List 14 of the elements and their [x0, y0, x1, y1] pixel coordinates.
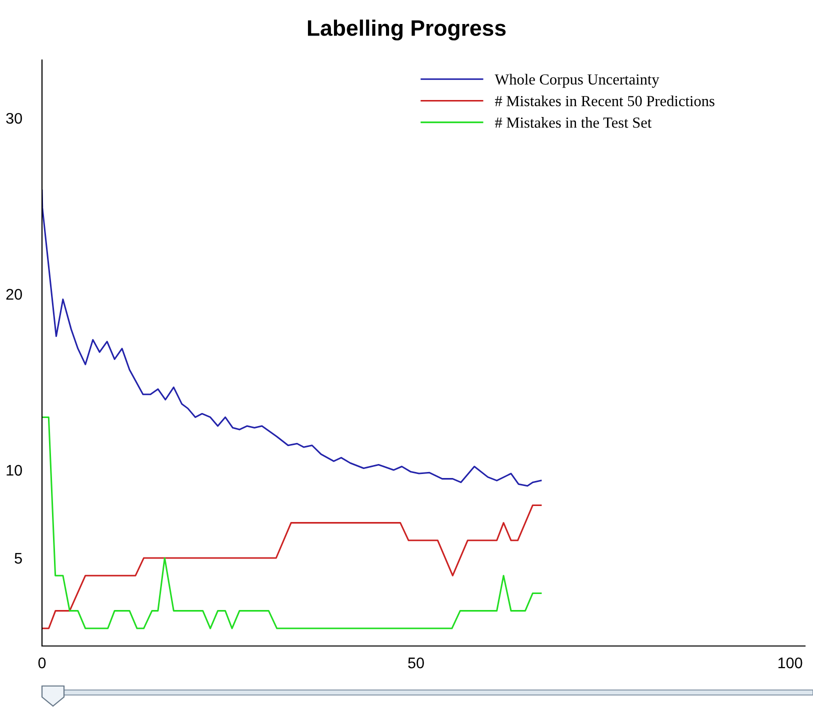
x-tick-label: 50 [408, 658, 424, 668]
chart-title: Labelling Progress [308, 20, 506, 40]
line-series [42, 504, 542, 630]
legend-label: # Mistakes in Recent 50 Predictions [495, 95, 714, 106]
y-tick-label: 10 [6, 464, 22, 476]
legend-label: Whole Corpus Uncertainty [494, 74, 660, 88]
x-tick-label: 100 [778, 658, 802, 668]
y-tick-label: 20 [6, 288, 22, 300]
line-series [42, 189, 542, 487]
y-tick-label: 30 [6, 112, 22, 124]
y-tick-label: 5 [14, 553, 22, 564]
x-tick-label: 0 [38, 658, 46, 668]
line-series [42, 416, 542, 630]
legend-label: # Mistakes in the Test Set [495, 117, 652, 128]
